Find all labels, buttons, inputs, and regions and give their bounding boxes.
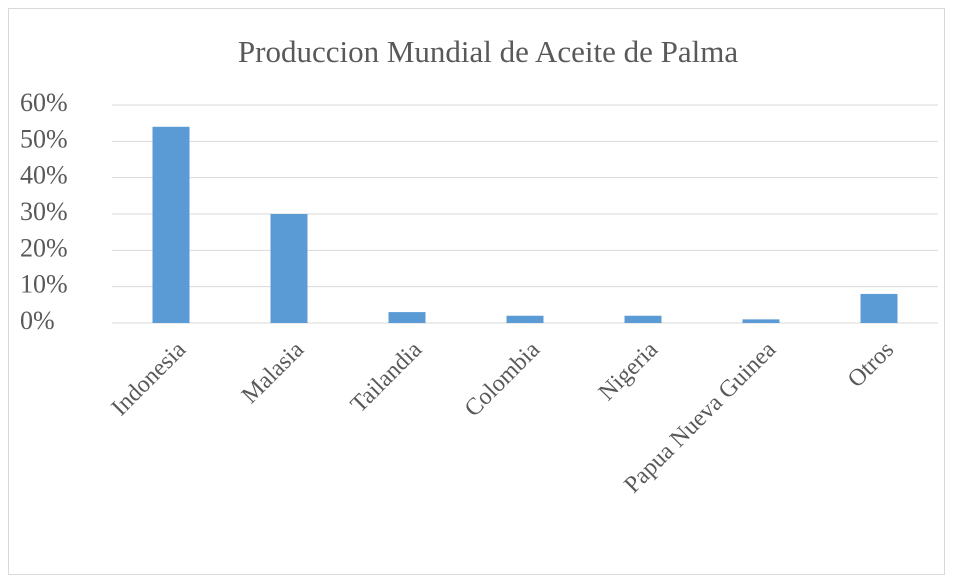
y-tick-label: 40% <box>20 161 68 190</box>
bar <box>388 312 426 323</box>
bar <box>270 214 308 323</box>
y-tick-label: 0% <box>20 306 55 335</box>
chart-title: Produccion Mundial de Aceite de Palma <box>238 34 738 69</box>
chart-border <box>8 8 945 575</box>
y-tick-label: 10% <box>20 270 68 299</box>
y-tick-label: 50% <box>20 124 68 153</box>
bar <box>624 315 662 323</box>
y-tick-label: 60% <box>20 88 68 117</box>
bar <box>742 319 780 323</box>
bar <box>860 293 898 323</box>
y-tick-label: 20% <box>20 233 68 262</box>
bar <box>506 315 544 323</box>
y-tick-label: 30% <box>20 197 68 226</box>
bar <box>152 126 190 323</box>
